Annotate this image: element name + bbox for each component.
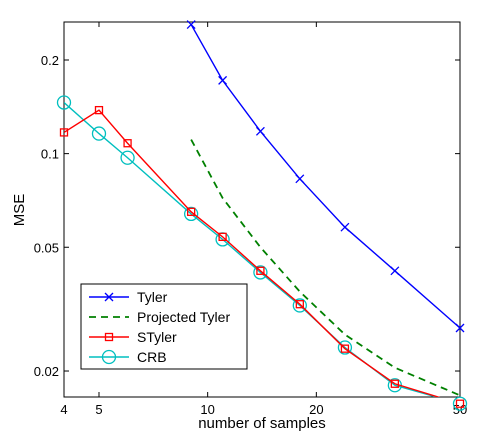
y-tick-label-0: 0.02 [34,364,59,379]
legend-label-1: Projected Tyler [137,309,230,325]
legend-label-3: CRB [137,349,167,365]
legend: Tyler Projected Tyler STyler CRB [81,284,247,369]
x-tick-label-1: 5 [95,402,102,417]
y-tick-label-2: 0.1 [41,147,59,162]
y-axis-label: MSE [11,194,28,227]
y-tick-label-1: 0.05 [34,240,59,255]
legend-label-2: STyler [137,329,177,345]
x-tick-label-0: 4 [60,402,67,417]
x-tick-label-4: 50 [453,402,467,417]
x-axis-label: number of samples [198,415,326,432]
legend-label-0: Tyler [137,289,168,305]
y-tick-label-3: 0.2 [41,53,59,68]
